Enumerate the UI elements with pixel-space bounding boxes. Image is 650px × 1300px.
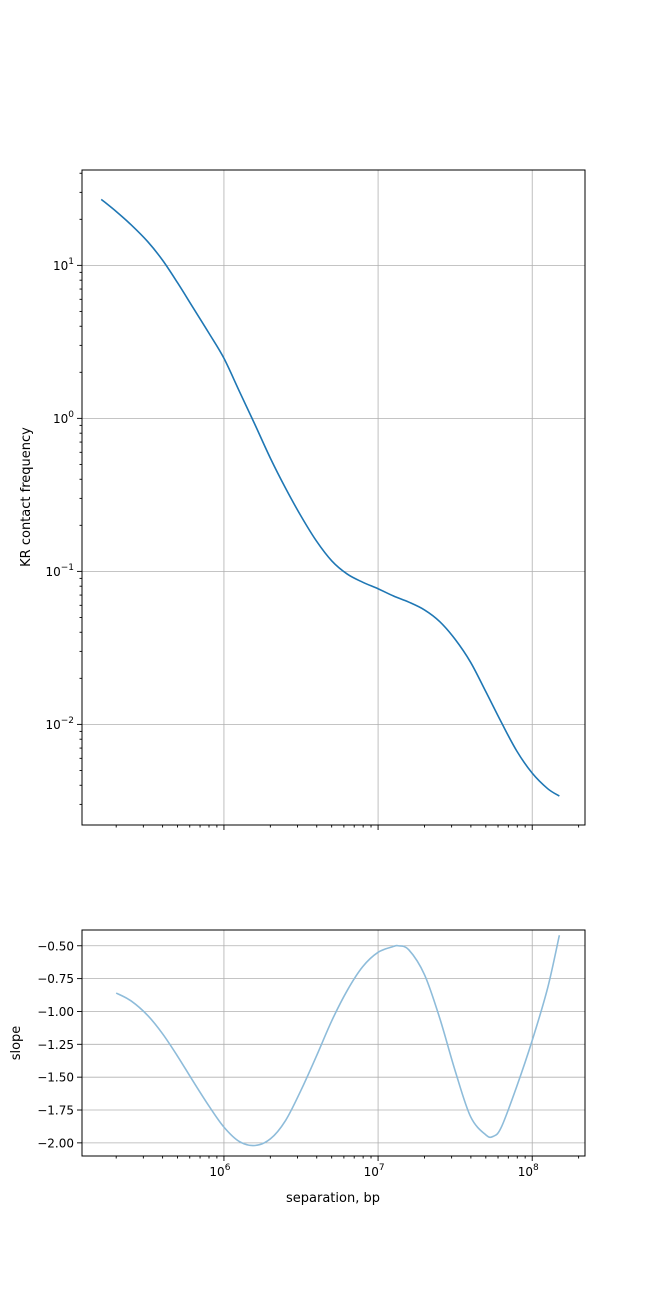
- y-tick-label: −0.75: [37, 972, 74, 986]
- x-tick-label: 106: [209, 1163, 230, 1179]
- bottom-x-axis-label: separation, bp: [286, 1191, 380, 1206]
- y-tick-label: −2.00: [37, 1136, 74, 1150]
- top-ticks: 10−2 10−1 100 101: [45, 172, 580, 830]
- y-tick-label: 100: [53, 410, 74, 426]
- top-grid: [82, 170, 585, 825]
- top-plot-frame: [81, 169, 586, 826]
- bottom-grid: [82, 930, 585, 1156]
- y-tick-label: −1.00: [37, 1005, 74, 1019]
- slope-line: [115, 935, 561, 1147]
- x-tick-label: 107: [364, 1163, 385, 1179]
- contact-frequency-panel: 10−2 10−1 100 101 KR contact frequency: [19, 169, 586, 830]
- x-tick-label: 108: [518, 1163, 539, 1179]
- y-tick-label: 101: [53, 257, 74, 273]
- bottom-plot-frame: [81, 929, 586, 1157]
- y-tick-label: −1.25: [37, 1038, 74, 1052]
- y-tick-label: −1.50: [37, 1071, 74, 1085]
- y-tick-label: −1.75: [37, 1104, 74, 1118]
- slope-panel: 106 107 108 −0.50 −0.75 −1.00 −1.25 −1.50 −1.75 −…: [9, 929, 586, 1206]
- y-tick-label: 10−1: [45, 563, 74, 579]
- bottom-ticks: 106 107 108 −0.50 −0.75 −1.00 −1.25 −1.50 −1.75 −…: [37, 939, 580, 1179]
- y-tick-label: 10−2: [45, 716, 74, 732]
- top-y-axis-label: KR contact frequency: [19, 427, 34, 567]
- contact-frequency-line: [100, 198, 560, 797]
- y-tick-label: −0.50: [37, 939, 74, 953]
- bottom-y-axis-label: slope: [9, 1026, 24, 1061]
